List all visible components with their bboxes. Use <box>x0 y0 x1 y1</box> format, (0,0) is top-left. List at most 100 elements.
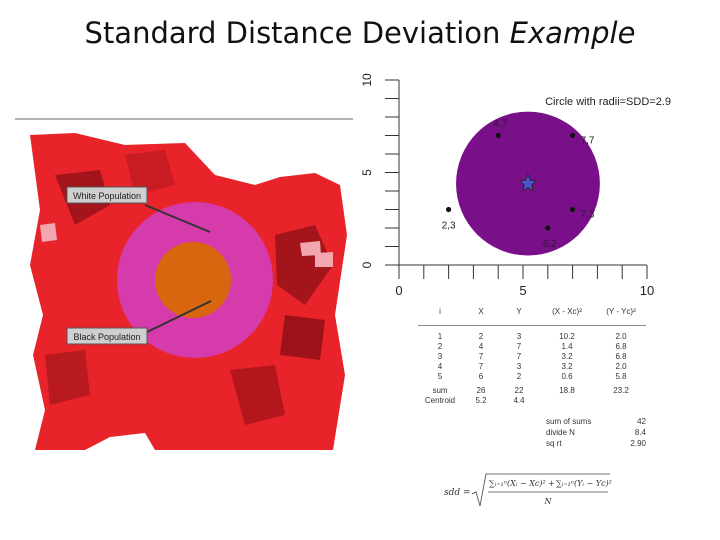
table-cell: 2.0 <box>615 332 627 341</box>
black-label-box <box>66 327 148 345</box>
header-x-dev: (X - Xc)² <box>552 307 582 316</box>
sum-x: 26 <box>476 386 486 395</box>
sdd-formula: sdd = ∑ᵢ₌₁ⁿ(Xᵢ − Xc)² + ∑ᵢ₌₁ⁿ(Yᵢ − Yc)² … <box>444 473 612 507</box>
summary-value: 42 <box>637 417 646 426</box>
centroid-label: Centroid <box>424 396 456 405</box>
summary-row: sum of sums 42 <box>418 416 646 427</box>
y-tick-label: 5 <box>360 169 374 176</box>
dark-tract <box>45 350 90 405</box>
dark-tract <box>280 315 325 360</box>
summary-label: sum of sums <box>546 417 592 426</box>
formula-sum-y: ∑ᵢ₌₁ⁿ(Yᵢ − Yc)² <box>556 479 612 488</box>
table-row: 5 6 2 0.6 5.8 <box>418 372 646 382</box>
formula-denominator: N <box>544 497 553 506</box>
data-point <box>495 132 501 139</box>
plot-axes: 0 5 10 0 5 10 <box>360 73 654 298</box>
population-map: White Population Black Population <box>15 118 353 450</box>
table-cell: 6.8 <box>615 352 627 361</box>
light-tract <box>300 241 321 256</box>
table-cell: 3 <box>516 362 522 371</box>
table-cell: 3 <box>437 352 443 361</box>
table-cell: 0.6 <box>561 372 573 381</box>
sum-y-dev: 23.2 <box>613 386 629 395</box>
table-cell: 4 <box>437 362 443 371</box>
table-cell: 5 <box>437 372 443 381</box>
table-row: 3 7 7 3.2 6.8 <box>418 352 646 362</box>
light-tract <box>40 223 57 242</box>
title-text: Standard Distance Deviation <box>84 16 501 50</box>
table-cell: 2 <box>437 342 443 351</box>
data-point-label: 4,7 <box>493 119 507 130</box>
formula-plus: + <box>548 479 555 488</box>
formula-lhs: sdd = <box>444 488 471 498</box>
table-cell: 1.4 <box>561 342 573 351</box>
table-divider <box>418 325 646 326</box>
data-point-label: 6,2 <box>543 239 557 250</box>
dark-tract <box>125 150 175 195</box>
summary-value: 2.90 <box>630 439 646 448</box>
summary-label: sq rt <box>546 439 562 448</box>
table-centroid-row: Centroid 5.2 4.4 <box>418 396 646 406</box>
sum-x-dev: 18.8 <box>559 386 575 395</box>
plot-marks: 4,7 7,7 7,3 2,3 6,2 Circle with radii=SDD=2.9 <box>442 96 671 256</box>
white-label-box <box>66 186 148 204</box>
data-point <box>545 225 551 231</box>
dark-tract <box>230 365 285 425</box>
table-cell: 7 <box>478 352 484 361</box>
calculation-table: i X Y (X - Xc)² (Y - Yc)² 1 2 3 10.2 2.0 2 4 7 1… <box>418 303 646 449</box>
circle-label: Circle with radii=SDD=2.9 <box>545 96 671 108</box>
x-tick-label: 0 <box>395 283 402 298</box>
data-point-label: 7,3 <box>581 210 595 221</box>
table-cell: 3.2 <box>561 352 573 361</box>
formula-sum-x: ∑ᵢ₌₁ⁿ(Xᵢ − Xc)² <box>489 479 546 488</box>
table-cell: 6.8 <box>615 342 627 351</box>
black-population-circle <box>155 242 231 318</box>
table-row: 4 7 3 3.2 2.0 <box>418 362 646 372</box>
sdd-plot: 0 5 10 0 5 10 4,7 7,7 7,3 2,3 6,2 Circle with radi… <box>360 73 671 298</box>
x-tick-label: 10 <box>640 283 654 298</box>
y-tick-label: 10 <box>360 73 374 87</box>
table-cell: 7 <box>516 352 522 361</box>
table-cell: 10.2 <box>559 332 575 341</box>
table-body: 1 2 3 10.2 2.0 2 4 7 1.4 6.8 3 7 7 3.2 6.8 4 7 3 3.2 2.0 5 6 2… <box>418 332 646 382</box>
data-point <box>446 206 452 213</box>
data-point-label: 7,7 <box>581 136 595 147</box>
light-tract <box>315 252 333 267</box>
header-x: X <box>478 307 484 316</box>
table-cell: 7 <box>478 362 484 371</box>
centroid-x: 5.2 <box>475 396 487 405</box>
y-tick-label: 0 <box>360 261 374 268</box>
table-cell: 1 <box>437 332 443 341</box>
sum-y: 22 <box>514 386 524 395</box>
title-emphasis: Example <box>509 16 636 50</box>
header-y: Y <box>516 307 522 316</box>
header-i: i <box>439 307 441 316</box>
header-y-dev: (Y - Yc)² <box>606 307 636 316</box>
table-cell: 3 <box>516 332 522 341</box>
summary-label: divide N <box>546 428 575 437</box>
data-point <box>570 206 576 213</box>
white-pointer <box>144 204 211 233</box>
summary-value: 8.4 <box>634 428 646 437</box>
table-cell: 2 <box>478 332 484 341</box>
x-tick-label: 5 <box>519 283 526 298</box>
summary-row: sq rt 2.90 <box>418 438 646 449</box>
summary-block: sum of sums 42 divide N 8.4 sq rt 2.90 <box>418 416 646 449</box>
summary-row: divide N 8.4 <box>418 427 646 438</box>
sqrt-symbol <box>471 473 610 507</box>
table-cell: 5.8 <box>615 372 627 381</box>
table-cell: 4 <box>478 342 484 351</box>
table-header-row: i X Y (X - Xc)² (Y - Yc)² <box>418 303 646 321</box>
centroid-star <box>518 173 538 192</box>
table-cell: 2 <box>516 372 522 381</box>
table-cell: 3.2 <box>561 362 573 371</box>
table-row: 2 4 7 1.4 6.8 <box>418 342 646 352</box>
centroid-y: 4.4 <box>513 396 525 405</box>
table-cell: 6 <box>478 372 484 381</box>
sum-label: sum <box>432 386 448 395</box>
data-point <box>570 132 576 139</box>
slide-title: Standard Distance Deviation Example <box>0 16 720 50</box>
table-row: 1 2 3 10.2 2.0 <box>418 332 646 342</box>
white-population-label: White Population <box>73 191 141 201</box>
table-cell: 2.0 <box>615 362 627 371</box>
